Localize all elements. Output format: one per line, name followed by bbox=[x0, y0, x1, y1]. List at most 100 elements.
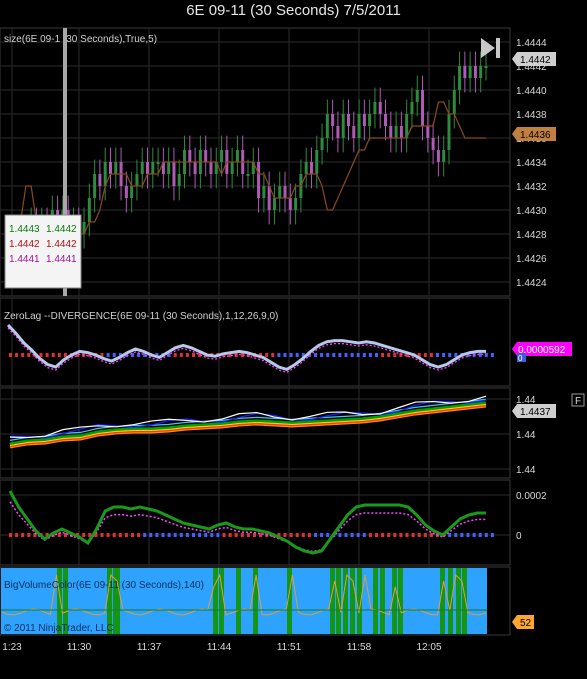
zerolag-dot bbox=[240, 353, 244, 357]
divergence-dot bbox=[314, 533, 317, 537]
divergence-dot bbox=[228, 533, 232, 537]
candle-body bbox=[468, 66, 472, 78]
zerolag-dot bbox=[57, 353, 61, 357]
candle-body bbox=[267, 186, 271, 210]
candle-body bbox=[108, 162, 112, 174]
data-box-row-3-a: 1.4441 bbox=[9, 254, 40, 265]
zerolag-dot bbox=[393, 353, 397, 357]
divergence-dot bbox=[45, 533, 49, 537]
divergence-dot bbox=[460, 533, 464, 537]
divergence-dot bbox=[33, 533, 37, 537]
zerolag-dot bbox=[314, 353, 317, 357]
divergence-line bbox=[8, 490, 486, 555]
zerolag-dot bbox=[112, 353, 116, 357]
divergence-dot bbox=[393, 533, 397, 537]
zerolag-dot bbox=[277, 353, 281, 357]
data-box-row-2-a: 1.4442 bbox=[9, 239, 40, 250]
candle-body bbox=[220, 150, 224, 162]
zerolag-panel[interactable] bbox=[0, 297, 511, 387]
zerolag-dot bbox=[143, 353, 147, 357]
candle-body bbox=[362, 114, 366, 126]
candle-body bbox=[352, 126, 356, 138]
divergence-dot bbox=[344, 533, 348, 537]
divergence-dot bbox=[246, 533, 250, 537]
divergence-dot bbox=[94, 533, 98, 537]
divergence-dot bbox=[27, 533, 31, 537]
zerolag-value-flag: 0.0000592 0 bbox=[512, 342, 572, 363]
volume-spike-bar bbox=[107, 568, 112, 634]
svg-text:0: 0 bbox=[518, 354, 523, 363]
candle-body bbox=[384, 114, 388, 126]
divergence-dot bbox=[155, 533, 159, 537]
candle-body bbox=[135, 174, 139, 186]
candle-body bbox=[357, 114, 361, 138]
zerolag-dot bbox=[76, 353, 80, 357]
divergence-dot bbox=[185, 533, 189, 537]
zerolag-dot bbox=[106, 353, 110, 357]
data-box-row-1-a: 1.4443 bbox=[9, 224, 40, 235]
last-price-flag: 1.4442 bbox=[512, 52, 556, 66]
candle-body bbox=[341, 114, 345, 138]
divergence-dot bbox=[198, 533, 202, 537]
price-tick-label: 1.4426 bbox=[516, 254, 547, 265]
zerolag-dot bbox=[375, 353, 378, 357]
zerolag-dot bbox=[381, 353, 385, 357]
divergence-dot bbox=[100, 533, 104, 537]
zerolag-dot bbox=[387, 353, 391, 357]
zerolag-dot bbox=[326, 353, 330, 357]
divergence-dot bbox=[283, 533, 287, 537]
volume-spike-bar bbox=[350, 568, 355, 634]
divergence-panel[interactable] bbox=[0, 479, 511, 566]
chart-title: 6E 09-11 (30 Seconds) 7/5/2011 bbox=[186, 2, 401, 19]
f-button[interactable]: F bbox=[571, 393, 585, 407]
volume-spike-bar bbox=[63, 568, 68, 634]
zerolag-dot bbox=[137, 353, 141, 357]
volume-spike-bar bbox=[357, 568, 362, 634]
candle-body bbox=[309, 162, 313, 174]
zerolag-dot bbox=[405, 353, 409, 357]
candle-body bbox=[479, 66, 483, 78]
divergence-dot bbox=[356, 533, 360, 537]
divergence-series bbox=[8, 490, 494, 555]
divergence-dot bbox=[222, 533, 226, 537]
divergence-tick-label: 0.0002 bbox=[516, 491, 547, 502]
candle-body bbox=[463, 66, 467, 78]
zerolag-dot bbox=[51, 353, 55, 357]
svg-text:1.4442: 1.4442 bbox=[520, 55, 551, 66]
divergence-dot bbox=[429, 533, 433, 537]
divergence-dot bbox=[454, 533, 458, 537]
divergence-dot bbox=[307, 533, 311, 537]
candle-body bbox=[320, 138, 324, 150]
zerolag-dot bbox=[192, 353, 195, 357]
price-tick-label: 1.4424 bbox=[516, 278, 547, 289]
zerolag-dot bbox=[429, 353, 433, 357]
divergence-dot bbox=[240, 533, 244, 537]
data-box-row-1-b: 1.4442 bbox=[46, 224, 77, 235]
volume-spike-bar bbox=[373, 568, 378, 634]
zerolag-dot bbox=[478, 353, 482, 357]
ma-tick-label: 1.44 bbox=[516, 395, 536, 406]
candle-body bbox=[167, 162, 171, 174]
ma-tick-label: 1.44 bbox=[516, 430, 536, 441]
zerolag-dot bbox=[271, 353, 275, 357]
divergence-dot bbox=[387, 533, 391, 537]
zerolag-panel-label: ZeroLag --DIVERGENCE(6E 09-11 (30 Second… bbox=[4, 311, 278, 322]
candle-body bbox=[82, 222, 86, 234]
skip-forward-icon[interactable] bbox=[481, 38, 500, 58]
volume-spike-bar bbox=[287, 568, 292, 634]
time-tick-label: 11:44 bbox=[207, 642, 232, 653]
zerolag-dot bbox=[131, 353, 134, 357]
candle-body bbox=[272, 198, 276, 210]
data-box-row-2-b: 1.4442 bbox=[46, 239, 77, 250]
zerolag-dot bbox=[350, 353, 354, 357]
cursor-line[interactable] bbox=[63, 28, 67, 296]
divergence-dot bbox=[362, 533, 366, 537]
divergence-dot bbox=[210, 533, 214, 537]
price-tick-label: 1.4430 bbox=[516, 206, 547, 217]
zerolag-dot bbox=[399, 353, 403, 357]
divergence-dot bbox=[167, 533, 171, 537]
candle-body bbox=[394, 126, 398, 138]
ma-line bbox=[9, 401, 487, 445]
zerolag-dot bbox=[320, 353, 324, 357]
